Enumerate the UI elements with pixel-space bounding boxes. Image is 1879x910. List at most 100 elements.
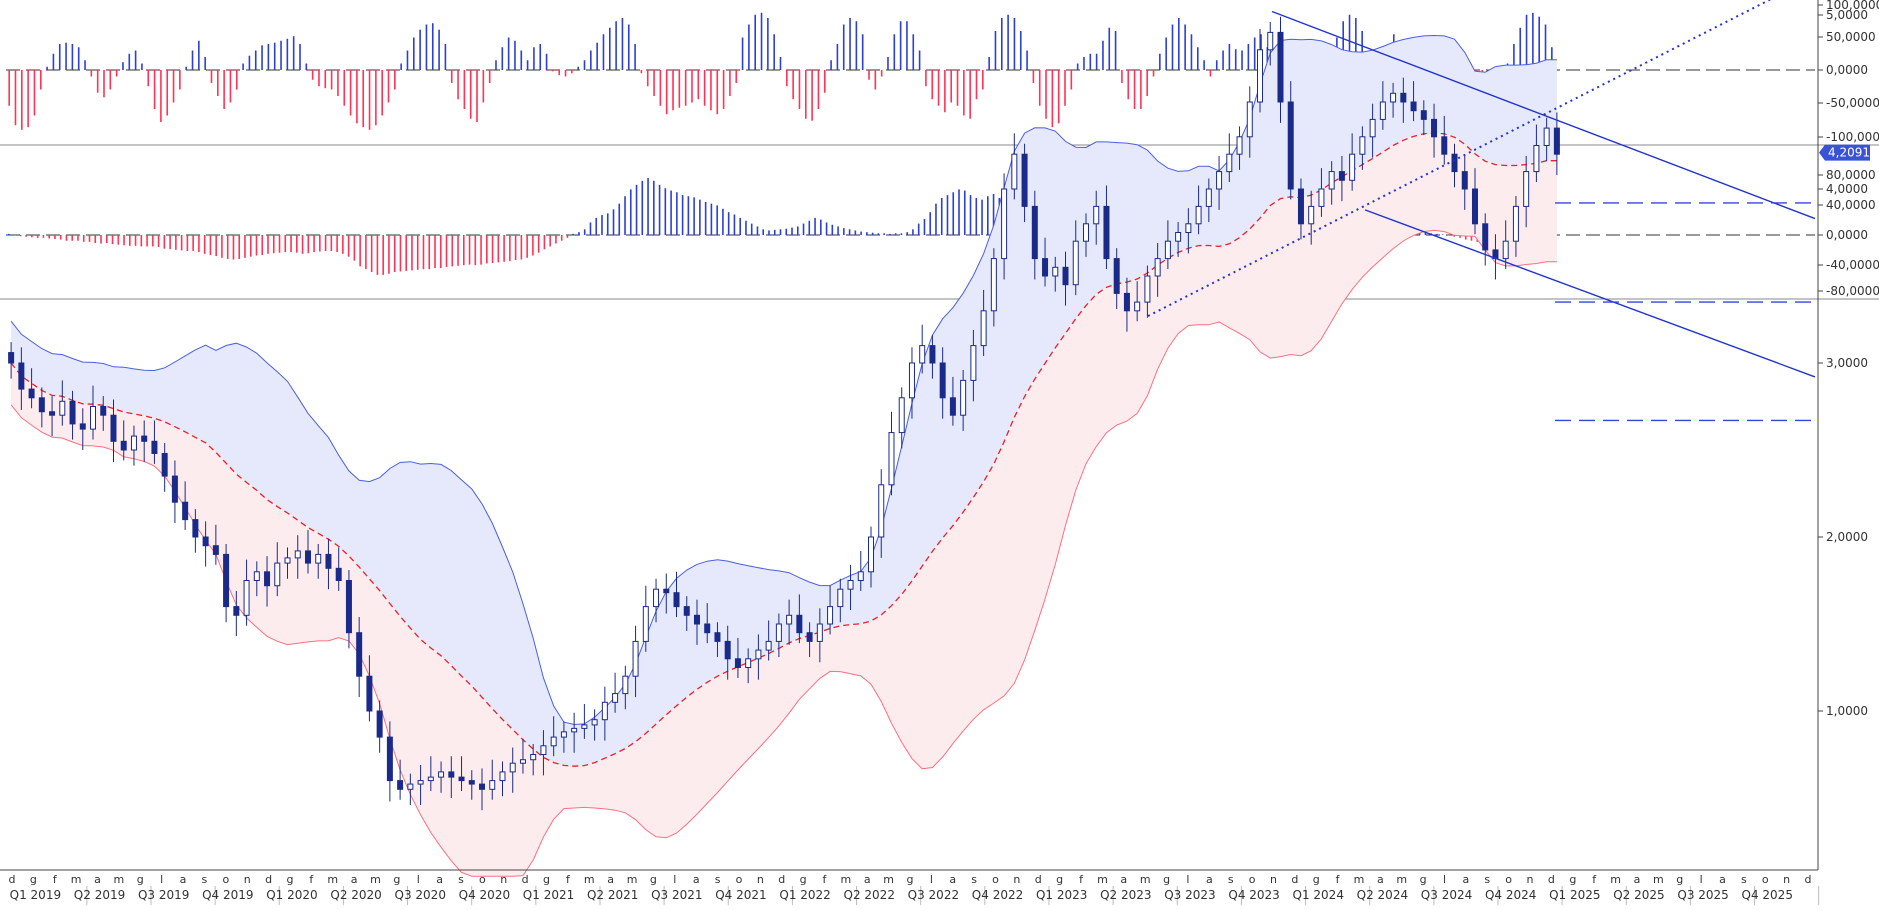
candle-body [571, 727, 578, 733]
x-month-label: m [840, 873, 851, 886]
candle-body [1144, 275, 1151, 303]
x-month-label: a [180, 873, 187, 886]
candle-body [407, 783, 414, 790]
candle-body [1267, 31, 1274, 51]
x-quarter-label: Q1 2020 [266, 888, 317, 902]
candle-body [1461, 171, 1468, 190]
x-month-label: l [160, 873, 163, 886]
candle-body [1308, 205, 1315, 225]
candle-body [1420, 110, 1427, 120]
candle-body [1123, 292, 1130, 312]
candle-body [1512, 205, 1519, 242]
candle-body [888, 432, 895, 486]
candle-body [837, 588, 844, 608]
x-quarter-label: Q1 2019 [10, 888, 61, 902]
x-month-label: g [1569, 873, 1576, 886]
candle-body [69, 400, 76, 425]
channel-upper-trendline [1271, 10, 1816, 220]
candle-body [1451, 153, 1458, 173]
candle-body [775, 623, 782, 642]
x-month-label: o [992, 873, 999, 886]
x-month-label: a [1206, 873, 1213, 886]
x-month-label: m [370, 873, 381, 886]
candle-body [1011, 153, 1018, 190]
candle-body [550, 736, 557, 747]
x-quarter-label: Q2 2022 [844, 888, 895, 902]
candle-body [1021, 153, 1028, 207]
candle-body [335, 567, 342, 582]
x-quarter-label: Q4 2020 [459, 888, 510, 902]
candle-body [693, 614, 700, 625]
candle-body [1154, 258, 1161, 277]
candle-body [233, 606, 240, 616]
x-month-label: l [1443, 873, 1446, 886]
x-month-label: d [1548, 873, 1555, 886]
last-value-badge [1819, 144, 1870, 161]
x-month-label: g [1313, 873, 1320, 886]
y-tick-label: -40,0000 [1826, 258, 1879, 272]
candle-body [796, 614, 803, 634]
x-month-label: f [823, 873, 828, 886]
x-month-label: o [1762, 873, 1769, 886]
y-tick-label: -80,0000 [1826, 284, 1879, 298]
x-month-label: a [607, 873, 614, 886]
candle-body [458, 776, 465, 782]
candle-body [1052, 266, 1059, 277]
x-month-label: o [1249, 873, 1256, 886]
x-month-label: a [1120, 873, 1127, 886]
upper-band-fill [11, 35, 1557, 767]
candle-body [519, 759, 526, 764]
x-month-label: a [94, 873, 101, 886]
candle-body [591, 719, 598, 726]
x-quarter-label: Q3 2025 [1677, 888, 1728, 902]
candle-body [868, 536, 875, 573]
candle-body [243, 580, 250, 616]
candle-body [1482, 223, 1489, 251]
x-month-label: n [500, 873, 507, 886]
lower-band-fill [11, 132, 1557, 877]
candle-body [161, 452, 168, 477]
x-month-label: o [479, 873, 486, 886]
candle-body [673, 592, 680, 608]
candle-body [704, 623, 711, 634]
x-month-label: a [351, 873, 358, 886]
x-quarter-label: Q1 2021 [523, 888, 574, 902]
candle-body [724, 640, 731, 660]
x-month-label: m [71, 873, 82, 886]
x-quarter-label: Q1 2024 [1293, 888, 1344, 902]
x-month-label: s [715, 873, 721, 886]
candle-body [448, 771, 455, 778]
x-month-label: m [584, 873, 595, 886]
x-quarter-label: Q4 2025 [1742, 888, 1793, 902]
candle-body [1216, 171, 1223, 190]
x-month-label: m [114, 873, 125, 886]
candle-body [929, 345, 936, 364]
y-tick-label: 4,0000 [1826, 182, 1868, 196]
candle-body [427, 776, 434, 782]
candle-body [366, 675, 373, 712]
candle-body [1062, 266, 1069, 286]
x-quarter-label: Q4 2024 [1485, 888, 1536, 902]
candle-body [489, 780, 496, 790]
candle-body [1103, 205, 1110, 260]
x-month-label: n [1783, 873, 1790, 886]
x-quarter-label: Q1 2022 [779, 888, 830, 902]
candle-body [212, 545, 219, 555]
candle-body [1441, 136, 1448, 155]
x-month-label: o [1505, 873, 1512, 886]
candle-body [540, 745, 547, 755]
x-month-label: g [1056, 873, 1063, 886]
x-month-label: g [393, 873, 400, 886]
lower-band-line [10, 229, 1557, 877]
x-month-label: n [244, 873, 251, 886]
candle-body [827, 606, 834, 625]
candle-body [939, 362, 946, 399]
candle-body [38, 397, 45, 413]
x-month-label: m [883, 873, 894, 886]
candle-body [192, 519, 199, 538]
candle-body [304, 550, 311, 564]
candle-body [1031, 205, 1038, 260]
candle-body [1134, 301, 1141, 312]
last-value-label: 4,2091 [1828, 146, 1870, 160]
x-quarter-label: Q3 2019 [138, 888, 189, 902]
